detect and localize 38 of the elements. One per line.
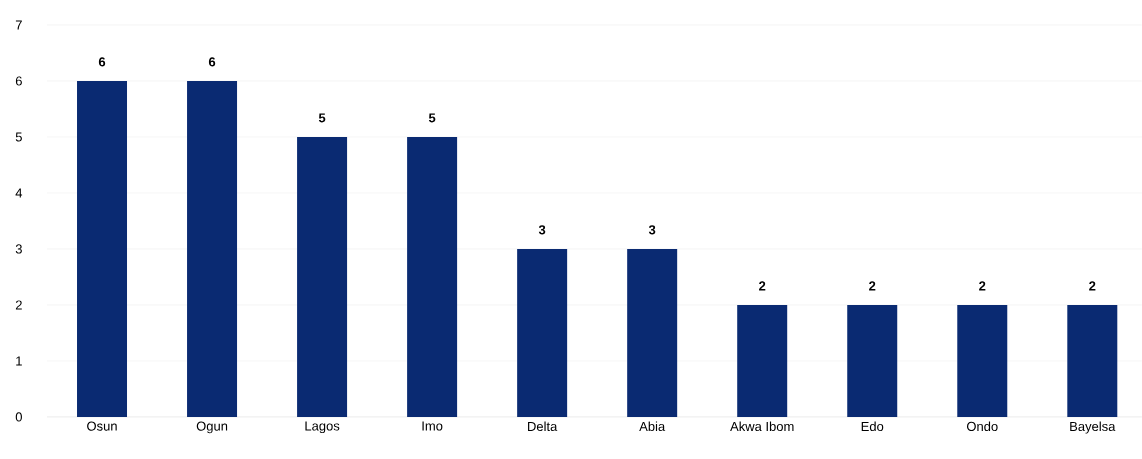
data-label: 6	[208, 57, 216, 67]
bar	[187, 81, 238, 417]
y-tick-label: 5	[15, 132, 22, 142]
bar	[77, 81, 128, 417]
data-label: 5	[428, 113, 436, 123]
bar	[737, 304, 788, 417]
bar	[407, 137, 458, 417]
bar	[1067, 304, 1118, 417]
data-label: 6	[98, 57, 106, 67]
x-tick-label: Imo	[422, 421, 443, 431]
data-label: 2	[759, 281, 766, 291]
bar	[627, 249, 678, 417]
bar	[957, 304, 1008, 417]
x-tick-label: Akwa Ibom	[730, 421, 794, 432]
data-label: 2	[979, 281, 986, 291]
y-tick-label: 3	[15, 244, 22, 254]
bar	[297, 137, 348, 417]
y-tick-label: 2	[15, 300, 22, 310]
x-tick-label: Ondo	[966, 421, 998, 432]
x-tick-label: Abia	[639, 421, 666, 432]
data-label: 2	[1089, 281, 1096, 291]
x-tick-label: Lagos	[305, 421, 340, 434]
y-tick-label: 4	[15, 188, 23, 198]
x-tick-label: Edo	[861, 421, 884, 432]
y-tick-label: 0	[15, 412, 22, 422]
y-tick-label: 7	[15, 20, 22, 30]
data-label: 3	[648, 225, 656, 235]
data-label: 5	[318, 113, 326, 123]
x-tick-label: Osun	[87, 421, 117, 431]
x-tick-label: Delta	[528, 421, 558, 432]
data-label: 3	[538, 225, 546, 235]
y-tick-label: 1	[16, 356, 22, 366]
bar	[517, 249, 568, 417]
data-label: 2	[869, 281, 876, 291]
x-tick-label: Bayelsa	[1070, 421, 1116, 434]
bar	[847, 304, 898, 417]
x-tick-label: Ogun	[196, 421, 228, 434]
y-tick-label: 6	[15, 76, 22, 86]
